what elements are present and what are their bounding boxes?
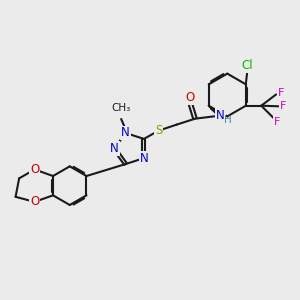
Text: F: F xyxy=(280,101,286,111)
Text: N: N xyxy=(121,127,130,140)
Text: N: N xyxy=(110,142,119,155)
Text: N: N xyxy=(140,152,148,165)
Text: Cl: Cl xyxy=(242,59,253,72)
Text: F: F xyxy=(274,117,280,127)
Text: F: F xyxy=(278,88,284,98)
Text: H: H xyxy=(224,116,232,125)
Text: O: O xyxy=(30,195,39,208)
Text: S: S xyxy=(155,124,163,137)
Text: O: O xyxy=(185,92,194,104)
Text: CH₃: CH₃ xyxy=(112,103,131,113)
Text: O: O xyxy=(30,163,39,176)
Text: N: N xyxy=(216,109,225,122)
